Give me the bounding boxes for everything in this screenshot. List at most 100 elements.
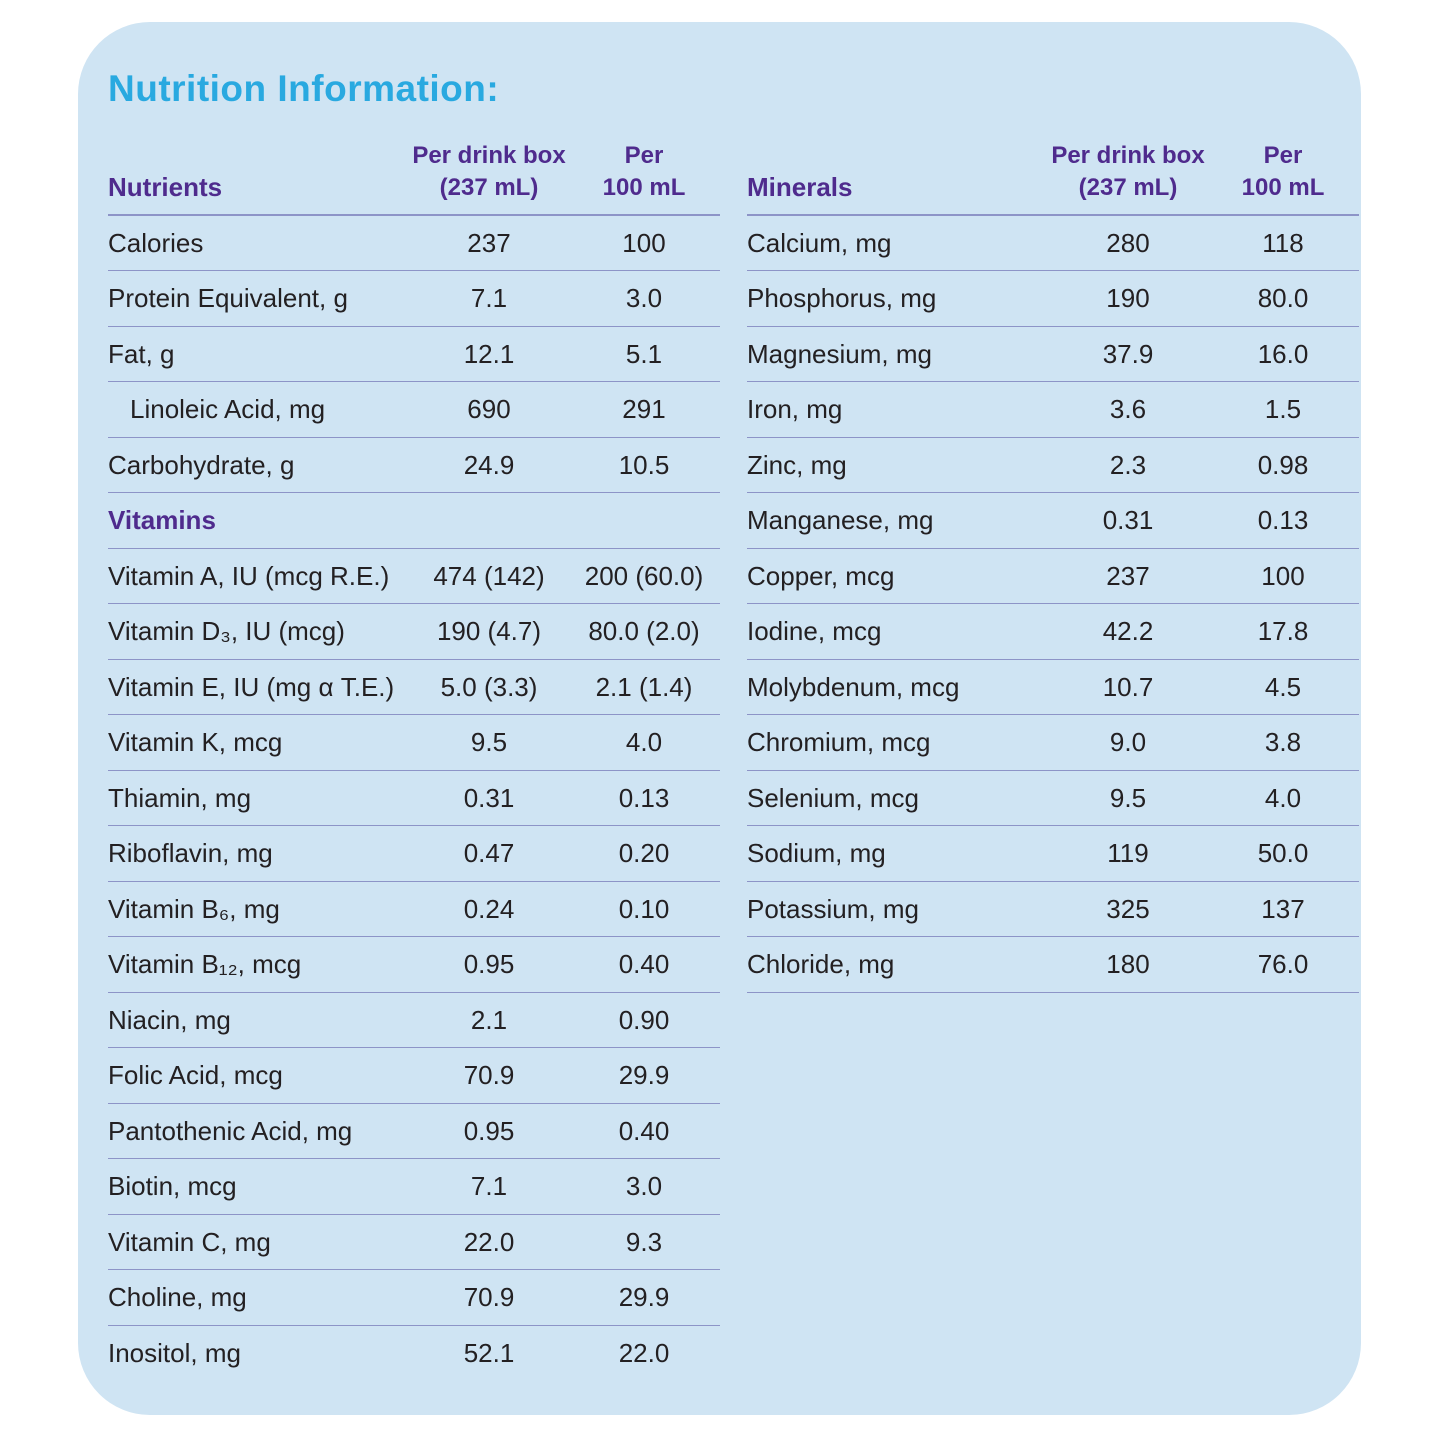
table-row: Magnesium, mg 37.9 16.0 [747,326,1359,382]
table-row: Linoleic Acid, mg 690 291 [108,381,720,438]
nutrient-label: Choline, mg [108,1282,247,1313]
table-row: Potassium, mg 325 137 [747,881,1359,937]
table-row: Fat, g 12.1 5.1 [108,326,720,382]
nutrient-label: Selenium, mcg [747,782,919,813]
value-per-100ml: 0.40 [618,949,670,980]
value-per-drink-box: 119 [1107,838,1149,869]
value-per-drink-box: 0.24 [463,893,515,924]
nutrient-label: Fat, g [108,338,175,369]
column-header-per-drink-box: Per drink box (237 mL) [412,142,566,201]
value-per-100ml: 76.0 [1257,949,1309,980]
nutrient-label: Linoleic Acid, mg [130,394,326,425]
value-per-drink-box: 70.9 [463,1060,515,1091]
table-row: Chromium, mcg 9.0 3.8 [747,714,1359,771]
table-row: Choline, mg 70.9 29.9 [108,1269,720,1326]
value-per-drink-box: 0.47 [463,838,515,869]
value-per-100ml: 0.10 [618,893,670,924]
value-per-drink-box: 7.1 [470,1171,508,1202]
value-per-drink-box: 190 [1106,283,1150,314]
table-row: Chloride, mg 180 76.0 [747,936,1359,993]
table-row: Thiamin, mg 0.31 0.13 [108,770,720,826]
nutrient-label: Phosphorus, mg [747,283,937,314]
value-per-drink-box: 0.95 [463,949,515,980]
table-row: Copper, mcg 237 100 [747,548,1359,604]
table-row: Carbohydrate, g 24.9 10.5 [108,437,720,493]
table-row: Folic Acid, mcg 70.9 29.9 [108,1047,720,1104]
value-per-100ml: 291 [622,394,666,425]
table-row: Molybdenum, mcg 10.7 4.5 [747,659,1359,715]
table-row: Calories 237 100 [108,215,720,271]
table-row: Inositol, mg 52.1 22.0 [108,1325,720,1381]
column-header-per-drink-box: Per drink box (237 mL) [1051,142,1205,201]
nutrient-label: Vitamin B₆, mg [108,893,280,924]
table-row: Vitamin A, IU (mcg R.E.) 474 (142) 200 (60… [108,548,720,604]
value-per-100ml: 17.8 [1257,616,1309,647]
minerals-table-body: Calcium, mg 280 118 Phosphorus, mg 190 80.0 Ma… [747,215,1359,993]
nutrient-label: Sodium, mg [747,838,886,869]
value-per-100ml: 2.1 (1.4) [595,671,693,702]
value-per-drink-box: 12.1 [463,338,515,369]
value-per-drink-box: 0.95 [463,1115,515,1146]
value-per-100ml: 4.5 [1264,671,1302,702]
value-per-drink-box: 474 (142) [433,560,545,591]
column-header-per-100ml: Per 100 mL [1241,142,1325,201]
nutrient-label: Vitamin A, IU (mcg R.E.) [108,560,390,591]
table-row: Riboflavin, mg 0.47 0.20 [108,825,720,882]
value-per-100ml: 0.90 [618,1004,670,1035]
value-per-drink-box: 42.2 [1102,616,1154,647]
value-per-drink-box: 9.5 [470,727,508,758]
nutrient-label: Folic Acid, mcg [108,1060,283,1091]
value-per-100ml: 3.8 [1264,727,1302,758]
value-per-100ml: 0.40 [618,1115,670,1146]
value-per-100ml: 4.0 [625,727,663,758]
nutrient-label: Calcium, mg [747,227,892,258]
table-row: Manganese, mg 0.31 0.13 [747,492,1359,549]
value-per-drink-box: 24.9 [463,449,515,480]
value-per-drink-box: 7.1 [470,283,508,314]
section-row: Vitamins [108,492,720,549]
table-row: Protein Equivalent, g 7.1 3.0 [108,270,720,327]
value-per-100ml: 22.0 [618,1337,670,1368]
nutrient-label: Manganese, mg [747,505,934,536]
value-per-drink-box: 37.9 [1102,338,1154,369]
table-row: Iron, mg 3.6 1.5 [747,381,1359,438]
value-per-100ml: 3.0 [625,1171,663,1202]
table-row: Selenium, mcg 9.5 4.0 [747,770,1359,826]
value-per-drink-box: 237 [1106,560,1150,591]
column-header-nutrients: Nutrients [108,172,223,203]
value-per-100ml: 118 [1262,227,1304,258]
table-row: Vitamin E, IU (mg α T.E.) 5.0 (3.3) 2.1 (1… [108,659,720,715]
nutrition-card: Nutrition Information: Nutrients Per dri… [78,22,1361,1415]
nutrient-label: Inositol, mg [108,1337,241,1368]
nutrient-label: Zinc, mg [747,449,847,480]
header-row: Nutrients Per drink box (237 mL) Per 100… [108,140,720,216]
nutrient-label: Biotin, mcg [108,1171,237,1202]
nutrients-table-body: Calories 237 100 Protein Equivalent, g 7.1 3.… [108,215,720,1381]
value-per-drink-box: 5.0 (3.3) [440,671,538,702]
value-per-drink-box: 180 [1106,949,1150,980]
value-per-100ml: 80.0 (2.0) [588,616,700,647]
value-per-drink-box: 190 (4.7) [436,616,542,647]
table-row: Pantothenic Acid, mg 0.95 0.40 [108,1103,720,1159]
table-row: Sodium, mg 119 50.0 [747,825,1359,882]
table-row: Calcium, mg 280 118 [747,215,1359,271]
value-per-drink-box: 9.5 [1109,782,1147,813]
value-per-drink-box: 22.0 [463,1226,515,1257]
value-per-drink-box: 280 [1106,227,1150,258]
nutrient-label: Calories [108,227,204,258]
value-per-100ml: 80.0 [1257,283,1309,314]
value-per-100ml: 4.0 [1264,782,1302,813]
nutrient-label: Chromium, mcg [747,727,931,758]
value-per-100ml: 137 [1261,893,1305,924]
value-per-100ml: 200 (60.0) [584,560,704,591]
value-per-100ml: 100 [1261,560,1305,591]
value-per-100ml: 16.0 [1257,338,1309,369]
nutrient-label: Iron, mg [747,394,843,425]
minerals-table: Minerals Per drink box (237 mL) Per 100 … [747,140,1359,993]
section-label: Vitamins [108,505,216,536]
column-header-per-100ml: Per 100 mL [602,142,686,201]
value-per-100ml: 0.13 [1257,505,1309,536]
minerals-table-header: Minerals Per drink box (237 mL) Per 100 … [747,140,1359,216]
nutrient-label: Copper, mcg [747,560,895,591]
value-per-100ml: 0.20 [618,838,670,869]
